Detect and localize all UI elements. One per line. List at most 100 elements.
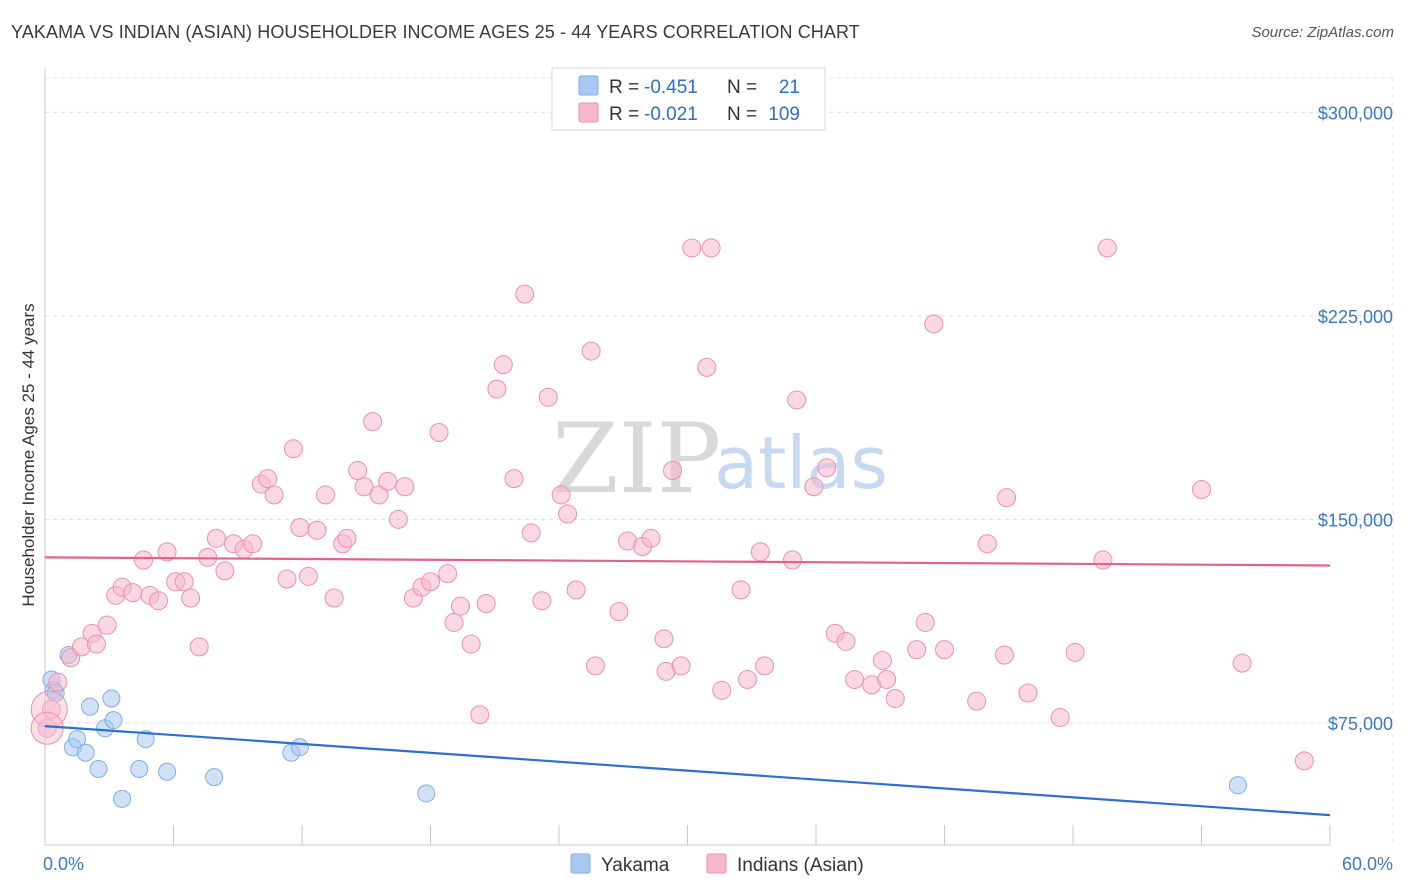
indian-asian-point (924, 314, 944, 334)
legend-swatch-indians-asian (578, 102, 599, 123)
indian-asian-point (566, 580, 586, 600)
indian-asian-point (994, 645, 1014, 665)
indian-asian-point (967, 691, 987, 711)
indian-asian-point (243, 534, 263, 554)
yakama-point (130, 760, 149, 779)
yakama-point (68, 730, 87, 749)
bottom-legend-yakama: Yakama (601, 855, 670, 876)
indian-asian-point (755, 656, 775, 676)
indian-asian-point (787, 390, 807, 410)
indian-asian-point (438, 564, 458, 584)
indian-asian-point (641, 528, 661, 548)
x-tick-labels: 0.0% 60.0% (43, 854, 1393, 874)
indian-asian-point (134, 550, 154, 570)
yakama-trend-line (44, 725, 1331, 817)
indian-asian-point (348, 460, 368, 480)
indian-asian-point (429, 423, 449, 443)
indian-asian-point (378, 471, 398, 491)
indian-asian-point (1018, 683, 1038, 703)
bottom-legend-swatch-indians-asian (706, 853, 727, 874)
indian-asian-point (123, 583, 143, 603)
indian-asian-point (298, 566, 318, 586)
trend-lines (44, 556, 1331, 817)
indian-asian-point (215, 561, 235, 581)
legend-r-value-1: -0.451 (644, 77, 698, 98)
indian-asian-point (395, 477, 415, 497)
series-legend: Yakama Indians (Asian) (570, 853, 864, 876)
indian-asian-point (174, 572, 194, 592)
yakama-point (290, 738, 309, 757)
legend-n-label-1: N = (727, 77, 757, 98)
indian-asian-point (493, 355, 513, 375)
indian-asian-point (1232, 653, 1252, 673)
legend-r-label-1: R = (609, 77, 639, 98)
y-tick-label: $150,000 (1318, 510, 1393, 530)
indian-asian-point (181, 588, 201, 608)
indian-asian-point (363, 412, 383, 432)
indian-asian-point (470, 705, 490, 725)
indian-asian-point (515, 284, 535, 304)
yakama-point (102, 689, 121, 708)
data-points (30, 238, 1314, 808)
indian-asian-point (558, 504, 578, 524)
indian-asian-point (885, 688, 905, 708)
indian-asian-point (782, 550, 802, 570)
indian-asian-point (907, 640, 927, 660)
indian-asian-point (354, 477, 374, 497)
indian-asian-point (750, 542, 770, 562)
indian-asian-point (585, 656, 605, 676)
indian-asian-point (30, 711, 64, 745)
legend-r-value-2: -0.021 (644, 104, 698, 125)
indian-asian-point (671, 656, 691, 676)
indian-asian-point (1093, 550, 1113, 570)
yakama-point (80, 697, 99, 716)
yakama-point (113, 789, 132, 808)
indian-asian-point (532, 591, 552, 611)
source-label: Source: ZipAtlas.com (1251, 24, 1394, 41)
indian-asian-point (1050, 707, 1070, 727)
indian-asian-point (504, 469, 524, 489)
indian-asian-point (654, 629, 674, 649)
yakama-point (136, 730, 155, 749)
indian-asian-point (189, 637, 209, 657)
indian-asian-point (1065, 642, 1085, 662)
indian-asian-point (444, 612, 464, 632)
indian-asian-point (817, 458, 837, 478)
indian-asian-point (283, 439, 303, 459)
yakama-point (104, 711, 123, 730)
legend-n-value-2: 109 (768, 104, 800, 125)
correlation-legend: R = -0.451 N = 21 R = -0.021 N = 109 (551, 67, 826, 131)
indian-asian-point (37, 718, 57, 738)
indian-asian-point (581, 341, 601, 361)
indian-asian-point (86, 634, 106, 654)
yakama-point (1228, 776, 1247, 795)
indian-asian-point (1192, 479, 1211, 499)
indian-asian-point (388, 509, 408, 529)
indian-asian-point (324, 588, 344, 608)
yakama-point (76, 743, 95, 762)
indian-asian-point (877, 669, 897, 689)
indian-asian-point (538, 387, 558, 407)
legend-r-label-2: R = (609, 104, 639, 125)
indian-asian-point (48, 672, 68, 692)
indian-asian-point (682, 238, 702, 258)
indian-asian-point (977, 534, 997, 554)
indian-asian-point (712, 680, 732, 700)
indian-asian-point (836, 631, 856, 651)
indian-asian-trend-line (44, 556, 1331, 567)
indian-asian-point (997, 488, 1017, 508)
watermark-zip: ZIP (552, 403, 721, 515)
indian-asian-point (663, 460, 683, 480)
indian-asian-point (277, 569, 297, 589)
indian-asian-point (450, 596, 470, 616)
indian-asian-point (264, 485, 284, 505)
indian-asian-point (737, 669, 757, 689)
indian-asian-point (316, 485, 336, 505)
indian-asian-point (1097, 238, 1117, 258)
yakama-point (205, 768, 224, 787)
indian-asian-point (551, 485, 571, 505)
indian-asian-point (157, 542, 177, 562)
indian-asian-point (872, 650, 892, 670)
indian-asian-point (731, 580, 751, 600)
